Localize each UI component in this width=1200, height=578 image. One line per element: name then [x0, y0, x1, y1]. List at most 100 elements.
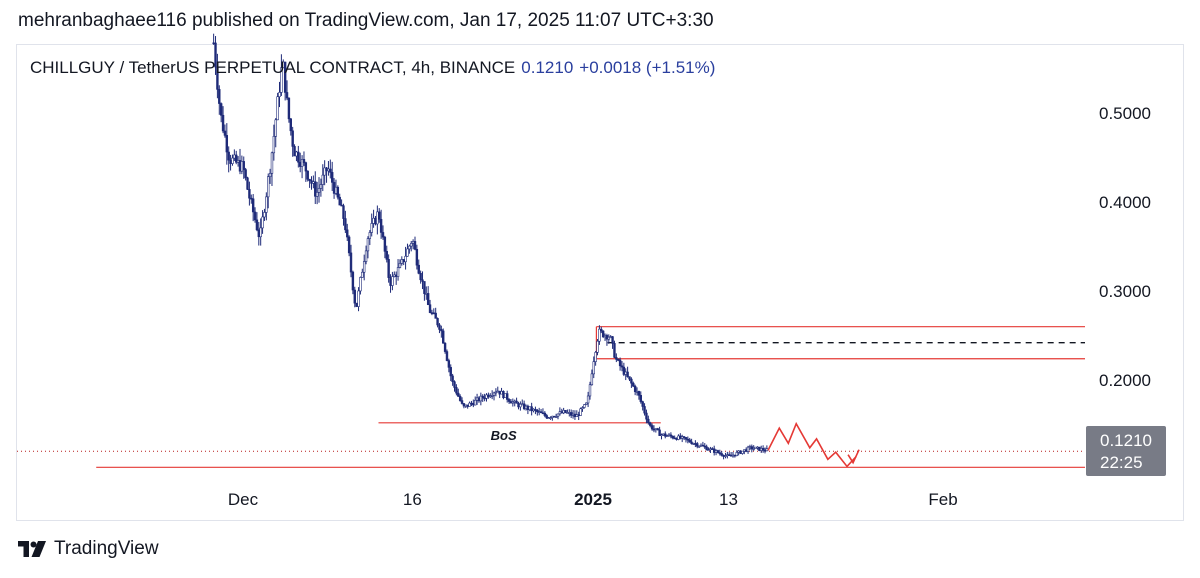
y-tick-label: 0.4000 — [1099, 193, 1151, 212]
candle-body — [741, 450, 744, 454]
candle — [524, 404, 528, 411]
candle — [308, 178, 311, 188]
candle — [575, 410, 579, 417]
candle — [272, 124, 276, 161]
candle-body — [242, 161, 245, 170]
candle — [381, 225, 385, 240]
candle-body — [522, 403, 526, 410]
candle-body — [381, 232, 385, 238]
candle — [342, 203, 345, 226]
candle-body — [528, 406, 531, 410]
candle-body — [415, 249, 419, 266]
candle-body — [342, 205, 345, 219]
candle — [566, 409, 569, 414]
candle-body — [485, 394, 488, 399]
candle-body — [504, 393, 507, 399]
candle — [536, 408, 539, 416]
candle — [462, 403, 466, 409]
candle — [613, 340, 616, 359]
candle — [694, 440, 697, 448]
candle — [680, 434, 684, 443]
candle — [426, 286, 430, 306]
candle-body — [660, 434, 663, 436]
candle — [679, 433, 682, 440]
candle-body — [496, 390, 499, 393]
candle-body — [581, 407, 584, 410]
candle — [338, 193, 341, 206]
candle — [605, 333, 609, 346]
footer: TradingView — [18, 538, 159, 560]
candle-body — [321, 174, 324, 185]
candle — [673, 435, 676, 440]
candle — [667, 432, 671, 437]
candle-body — [362, 261, 366, 273]
candle — [372, 209, 375, 228]
candle — [347, 235, 351, 257]
candle — [660, 433, 663, 440]
candle-body — [235, 154, 238, 163]
candle-body — [304, 162, 308, 172]
candle — [244, 167, 247, 181]
candle — [387, 254, 390, 283]
candle — [306, 170, 309, 182]
candle — [703, 443, 706, 449]
candle-body — [458, 396, 462, 401]
candle-body — [588, 384, 592, 397]
candle-body — [272, 136, 276, 154]
candle — [394, 271, 398, 285]
tradingview-logo-icon — [18, 541, 46, 557]
candle — [662, 433, 665, 436]
candle-body — [524, 405, 528, 410]
candle-body — [340, 204, 343, 207]
candle — [728, 452, 731, 456]
candle — [423, 281, 426, 301]
candle-body — [475, 397, 479, 401]
candle — [549, 416, 552, 420]
candle — [398, 259, 402, 269]
candle-body — [428, 304, 432, 313]
candle-body — [639, 395, 642, 402]
candle — [590, 369, 594, 386]
candle — [654, 428, 658, 433]
candle-body — [601, 330, 605, 338]
candle-body — [626, 371, 629, 377]
candle — [238, 148, 242, 175]
candle-body — [440, 329, 443, 332]
candle-body — [236, 160, 240, 163]
candle-body — [259, 227, 262, 238]
candle — [630, 377, 633, 388]
candle-body — [489, 395, 492, 398]
candle-body — [686, 438, 690, 441]
candle-body — [549, 417, 552, 419]
candle-body — [586, 395, 590, 404]
candle-body — [300, 159, 304, 167]
legend-change: +0.0018 (+1.51%) — [579, 58, 716, 77]
publisher-line: mehranbaghaee116 published on TradingVie… — [18, 10, 714, 31]
candle-body — [752, 448, 755, 450]
candle — [231, 154, 234, 166]
candle-body — [684, 437, 688, 440]
candle — [291, 126, 294, 157]
candle — [325, 167, 328, 183]
candle-body — [434, 312, 437, 319]
candle-body — [509, 401, 513, 404]
candle — [714, 449, 718, 456]
candle — [383, 235, 387, 259]
candle — [251, 194, 255, 222]
candle-body — [517, 403, 520, 408]
candle-body — [225, 135, 229, 153]
candle-body — [590, 373, 594, 386]
candle — [285, 80, 289, 101]
candle-body — [413, 241, 417, 250]
candle — [515, 397, 518, 404]
candle-body — [630, 378, 633, 384]
candle-body — [231, 157, 234, 164]
chart-frame[interactable] — [16, 44, 1184, 521]
candle-body — [539, 411, 543, 414]
candle-body — [411, 241, 415, 244]
candle — [763, 447, 767, 454]
candle-body — [615, 357, 618, 360]
candle — [304, 161, 308, 182]
candle-body — [705, 446, 708, 451]
